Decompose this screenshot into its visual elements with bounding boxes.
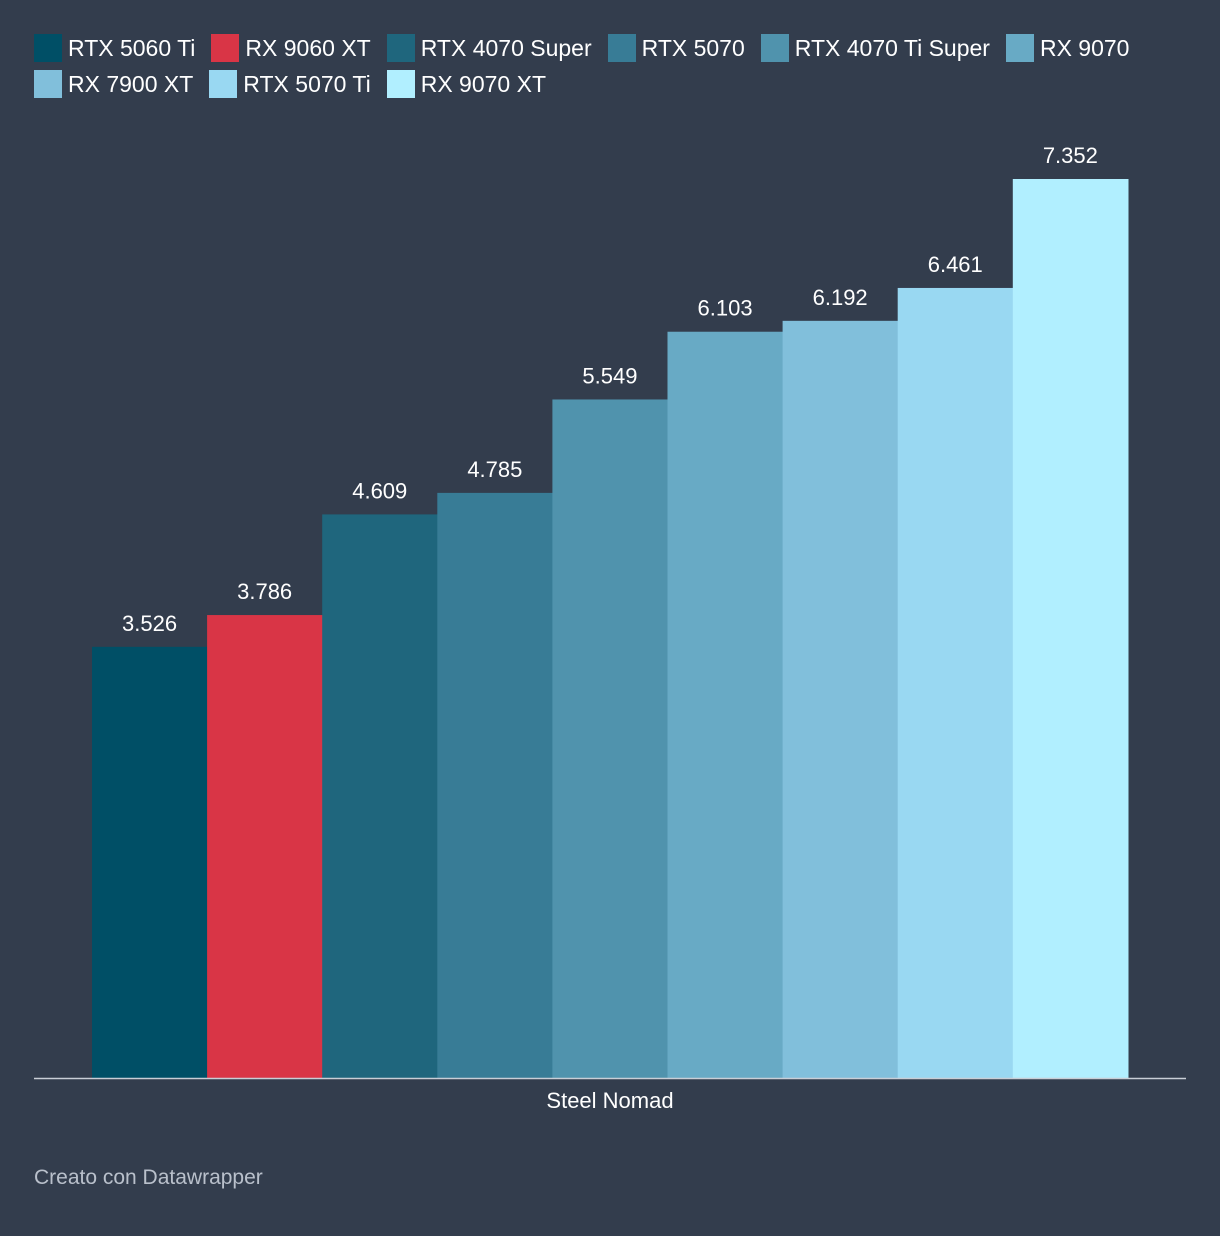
- data-label: 7.352: [1043, 143, 1098, 168]
- legend-item: RTX 5060 Ti: [34, 30, 195, 66]
- data-label: 4.785: [467, 457, 522, 482]
- legend-label: RX 9060 XT: [245, 35, 371, 61]
- legend-swatch: [209, 70, 238, 98]
- legend-label: RTX 5070 Ti: [243, 71, 371, 97]
- bar: [667, 331, 784, 1079]
- data-label: 6.103: [698, 296, 753, 321]
- bar: [782, 320, 899, 1079]
- data-label: 4.609: [352, 478, 407, 503]
- data-label: 3.526: [122, 611, 177, 636]
- legend-swatch: [760, 34, 789, 62]
- legend-swatch: [386, 70, 415, 98]
- legend-item: RTX 4070 Super: [386, 30, 592, 66]
- legend-item: RTX 4070 Ti Super: [760, 30, 990, 66]
- x-tick-label: Steel Nomad: [546, 1088, 673, 1113]
- footer-credit: Creato con Datawrapper: [34, 1166, 263, 1189]
- data-label: 6.461: [928, 252, 983, 277]
- bar: [437, 492, 553, 1078]
- legend-label: RTX 5070: [641, 35, 745, 61]
- bar: [552, 399, 669, 1079]
- legend-swatch: [34, 70, 62, 98]
- legend-swatch: [1005, 34, 1034, 62]
- legend: RTX 5060 Ti RX 9060 XT RTX 4070 Super RTX 5…: [34, 30, 1164, 102]
- legend-item: RX 9070 XT: [386, 66, 547, 102]
- legend-item: RX 7900 XT: [34, 66, 193, 102]
- legend-swatch: [211, 34, 240, 62]
- legend-label: RTX 4070 Ti Super: [794, 35, 990, 61]
- legend-label: RTX 5060 Ti: [68, 35, 196, 61]
- legend-item: RX 9060 XT: [211, 30, 371, 66]
- legend-label: RX 9070: [1039, 35, 1130, 61]
- legend-item: RTX 5070 Ti: [209, 66, 371, 102]
- legend-swatch: [607, 34, 636, 62]
- bar: [1012, 179, 1129, 1078]
- legend-label: RX 7900 XT: [68, 71, 194, 97]
- legend-swatch: [386, 34, 415, 62]
- legend-label: RX 9070 XT: [420, 71, 547, 97]
- legend-label: RTX 4070 Super: [420, 35, 592, 61]
- bar: [897, 287, 1014, 1078]
- data-label: 5.549: [582, 363, 637, 388]
- bar: [207, 615, 323, 1078]
- bar: [92, 646, 208, 1078]
- legend-item: RX 9070: [1005, 30, 1130, 66]
- bar: [322, 514, 438, 1078]
- legend-item: RTX 5070: [607, 30, 745, 66]
- legend-swatch: [34, 34, 62, 62]
- data-label: 3.786: [237, 579, 292, 604]
- data-label: 6.192: [813, 285, 868, 310]
